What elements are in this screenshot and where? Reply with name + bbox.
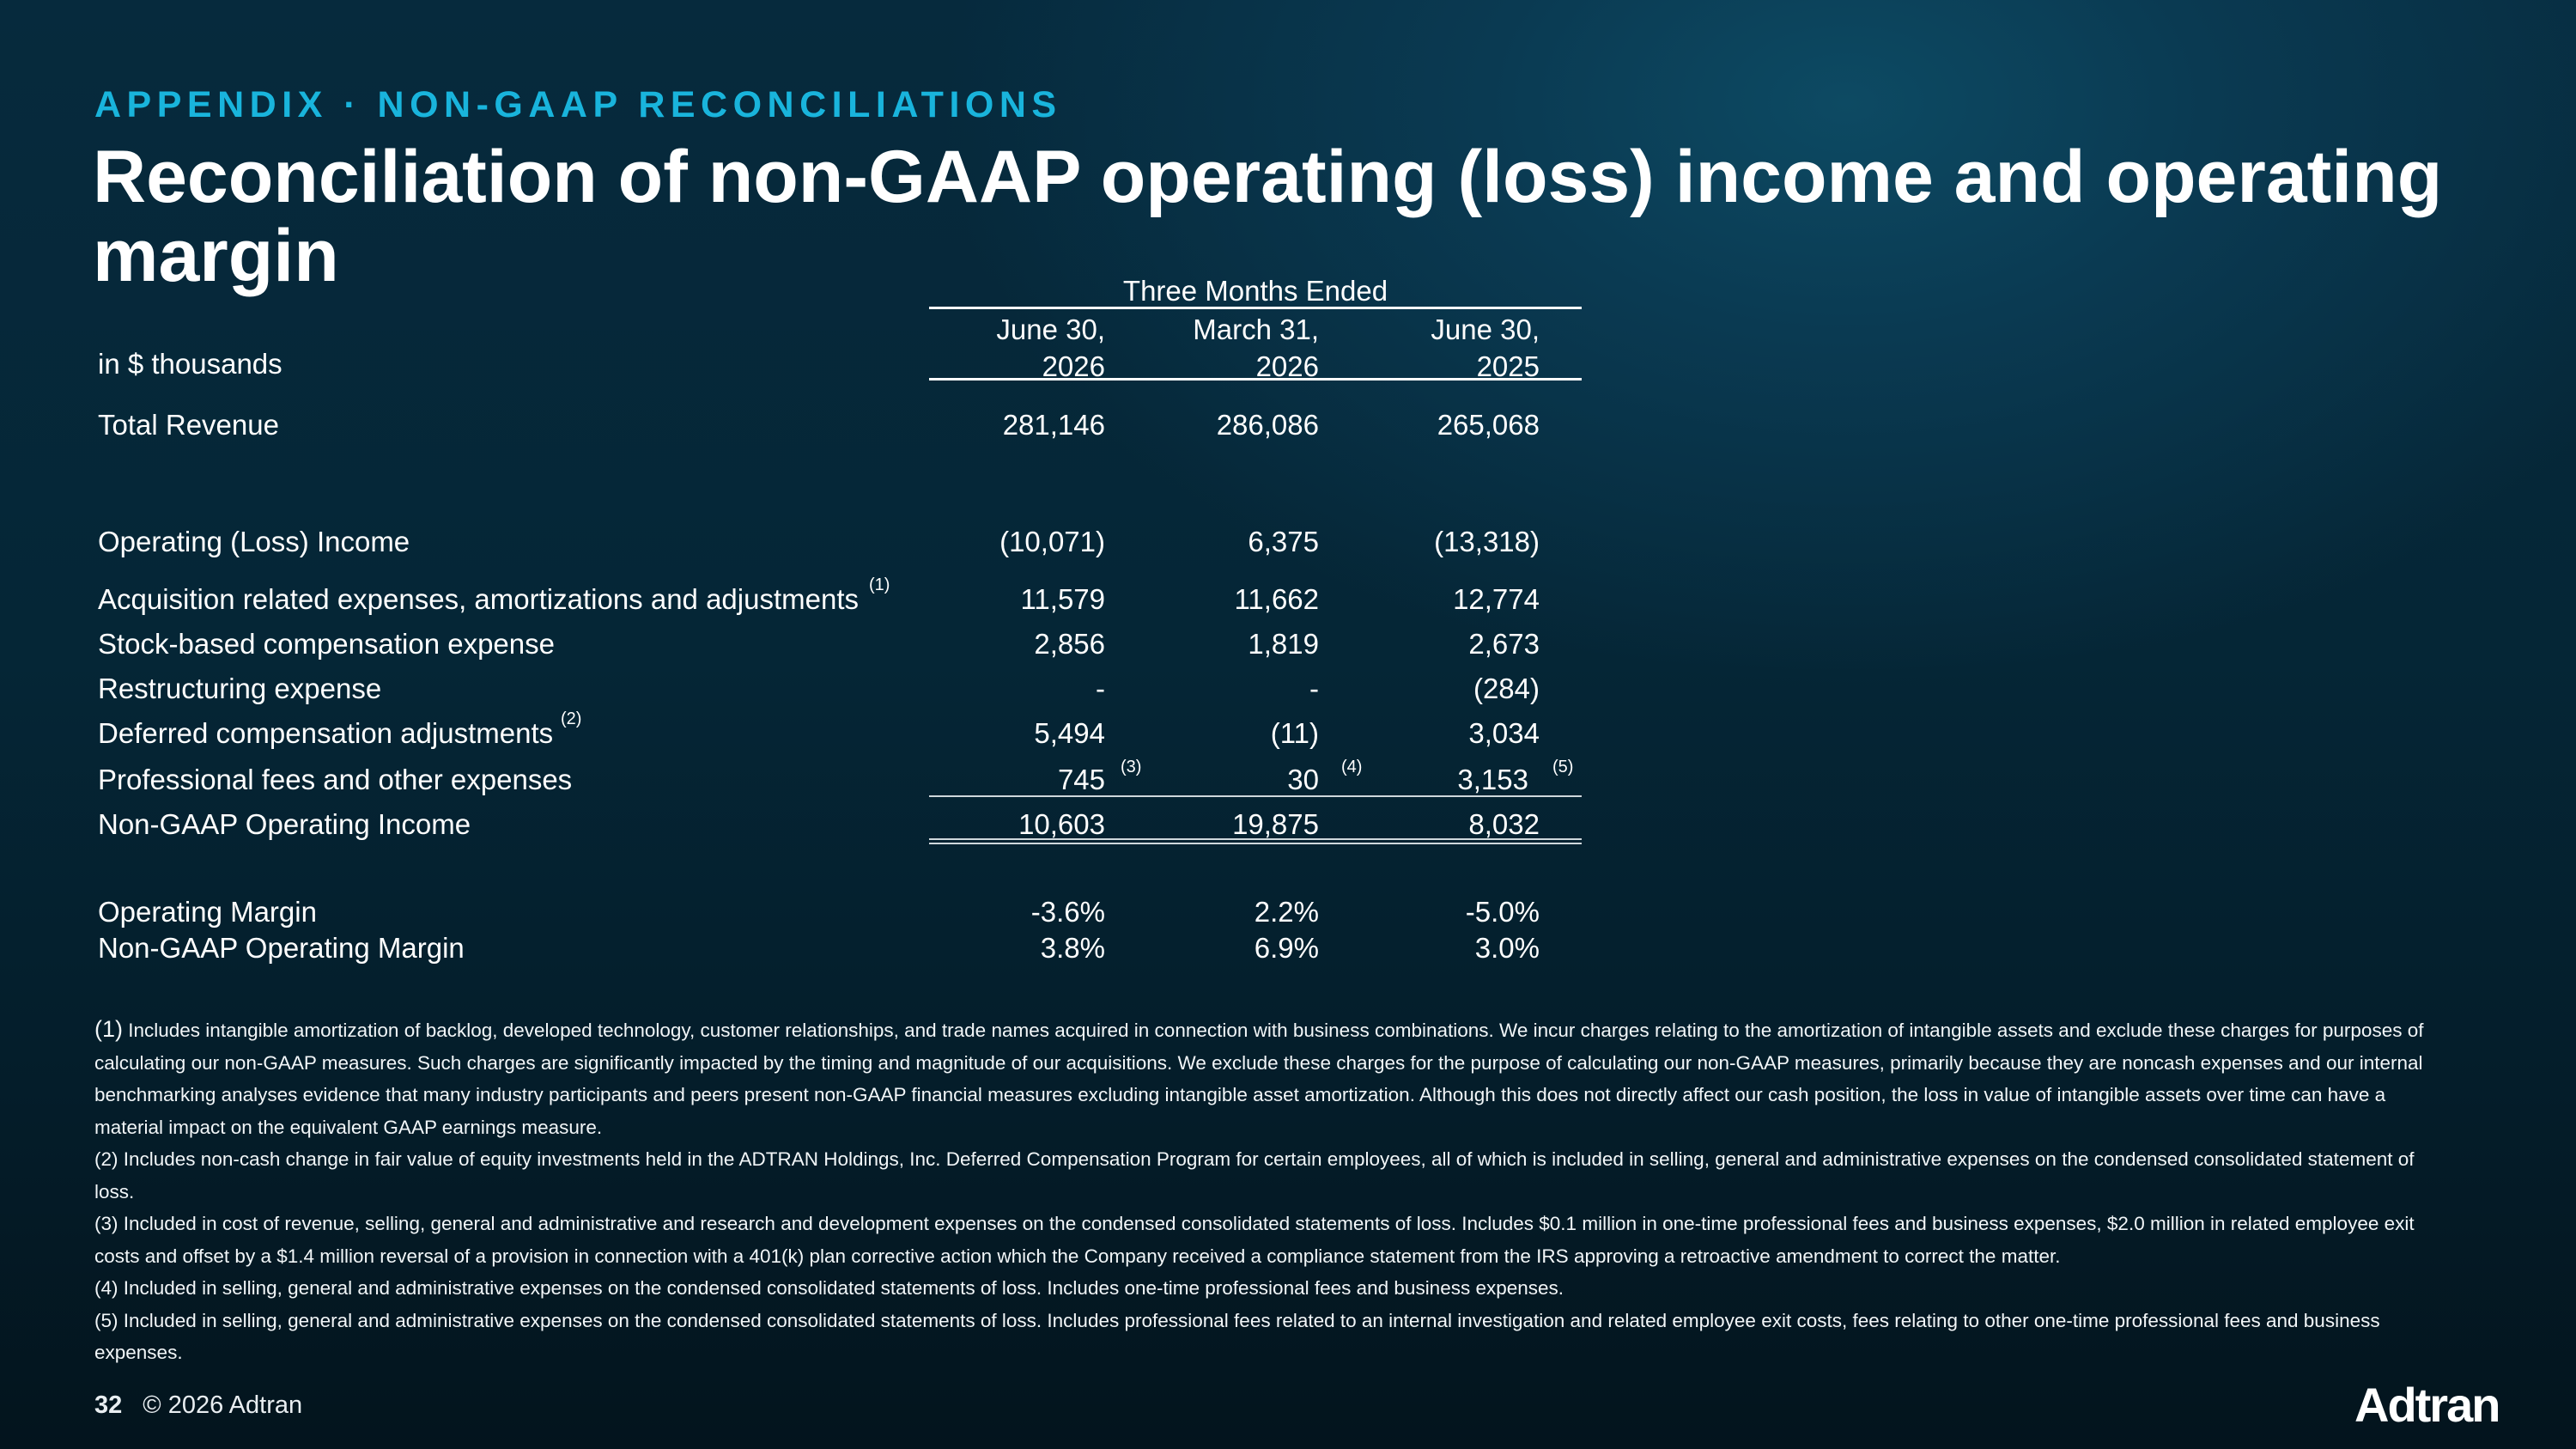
subtotal-rule — [929, 795, 1582, 797]
cell-restructuring-mar-2026: - — [1309, 673, 1319, 704]
footnote-5: (5) Included in selling, general and adm… — [94, 1309, 2380, 1364]
cell-non-gaap-margin-jun-2026: 3.8% — [1040, 932, 1105, 964]
cell-stock-comp-mar-2026: 1,819 — [1248, 628, 1319, 660]
cell-operating-income-jun-2026: (10,071) — [999, 526, 1105, 557]
footnote-4: (4) Included in selling, general and adm… — [94, 1277, 1564, 1299]
cell-prof-fees-jun-2026: 745 — [1057, 764, 1105, 795]
column-header-line2: 2025 — [1476, 350, 1540, 382]
cell-non-gaap-income-mar-2026: 19,875 — [1232, 808, 1319, 840]
column-header-line2: 2026 — [1255, 350, 1319, 382]
cell-total-revenue-jun-2025: 265,068 — [1437, 409, 1540, 441]
cell-total-revenue-jun-2026: 281,146 — [1002, 409, 1105, 441]
cell-non-gaap-income-jun-2025: 8,032 — [1468, 808, 1540, 840]
cell-acquisition-mar-2026: 11,662 — [1234, 583, 1319, 615]
row-label-acquisition-expenses: Acquisition related expenses, amortizati… — [98, 583, 859, 615]
footnote-ref-2: (2) — [561, 709, 582, 728]
cell-acquisition-jun-2026: 11,579 — [1020, 583, 1105, 615]
cell-restructuring-jun-2026: - — [1096, 673, 1105, 704]
cell-deferred-jun-2026: 5,494 — [1034, 717, 1105, 749]
adtran-logo: Adtran — [2354, 1378, 2500, 1432]
footnote-ref-3: (3) — [1121, 758, 1142, 776]
cell-op-margin-jun-2026: -3.6% — [1030, 896, 1105, 928]
cell-operating-income-mar-2026: 6,375 — [1248, 526, 1319, 557]
cell-non-gaap-income-jun-2026: 10,603 — [1018, 808, 1105, 840]
footnote-ref-5: (5) — [1552, 758, 1574, 776]
cell-op-margin-jun-2025: -5.0% — [1465, 896, 1540, 928]
page-title: Reconciliation of non-GAAP operating (lo… — [93, 136, 2443, 297]
cell-acquisition-jun-2025: 12,774 — [1453, 583, 1540, 615]
total-double-rule-top — [929, 838, 1582, 840]
cell-stock-comp-jun-2025: 2,673 — [1468, 628, 1540, 660]
column-header-line1: March 31, — [1193, 314, 1319, 345]
footer: 32 © 2026 Adtran — [94, 1391, 302, 1420]
footnote-ref-1: (1) — [869, 575, 890, 594]
column-header-line1: June 30, — [1431, 314, 1540, 345]
cell-total-revenue-mar-2026: 286,086 — [1216, 409, 1319, 441]
footnote-1-text: Includes intangible amortization of back… — [94, 1020, 2424, 1138]
footnote-1-marker: (1) — [94, 1016, 123, 1042]
row-label-operating-margin: Operating Margin — [98, 896, 317, 928]
row-label-non-gaap-operating-margin: Non-GAAP Operating Margin — [98, 932, 465, 964]
column-header-line1: June 30, — [996, 314, 1105, 345]
total-double-rule-bottom — [929, 843, 1582, 844]
row-label-non-gaap-operating-income: Non-GAAP Operating Income — [98, 808, 471, 840]
cell-prof-fees-jun-2025: 3,153 — [1457, 764, 1528, 795]
row-label-stock-compensation: Stock-based compensation expense — [98, 628, 555, 660]
cell-stock-comp-jun-2026: 2,856 — [1034, 628, 1105, 660]
column-header-mar-2026: March 31, 2026 — [1116, 311, 1319, 385]
period-header: Three Months Ended — [929, 275, 1582, 309]
cell-op-margin-mar-2026: 2.2% — [1254, 896, 1319, 928]
row-label-total-revenue: Total Revenue — [98, 409, 279, 441]
column-header-jun-2026: June 30, 2026 — [929, 311, 1105, 385]
column-header-line2: 2026 — [1042, 350, 1105, 382]
row-label-operating-income: Operating (Loss) Income — [98, 526, 410, 557]
cell-non-gaap-margin-mar-2026: 6.9% — [1254, 932, 1319, 964]
row-label-professional-fees: Professional fees and other expenses — [98, 764, 573, 795]
cell-deferred-mar-2026: (11) — [1270, 717, 1319, 749]
cell-deferred-jun-2025: 3,034 — [1468, 717, 1540, 749]
cell-restructuring-jun-2025: (284) — [1473, 673, 1540, 704]
units-label: in $ thousands — [98, 348, 283, 380]
header-underline — [929, 378, 1582, 381]
footnotes: (1) Includes intangible amortization of … — [94, 1014, 2430, 1369]
footnote-3: (3) Included in cost of revenue, selling… — [94, 1213, 2415, 1267]
cell-operating-income-jun-2025: (13,318) — [1434, 526, 1540, 557]
column-header-jun-2025: June 30, 2025 — [1340, 311, 1540, 385]
cell-prof-fees-mar-2026: 30 — [1287, 764, 1319, 795]
footnote-2: (2) Includes non-cash change in fair val… — [94, 1148, 2415, 1202]
footnote-1: (1) Includes intangible amortization of … — [94, 1014, 2430, 1143]
cell-non-gaap-margin-jun-2025: 3.0% — [1474, 932, 1540, 964]
section-eyebrow: APPENDIX · NON-GAAP RECONCILIATIONS — [94, 84, 1062, 125]
row-label-deferred-compensation: Deferred compensation adjustments — [98, 717, 554, 749]
row-label-restructuring: Restructuring expense — [98, 673, 382, 704]
copyright: © 2026 Adtran — [143, 1391, 303, 1419]
footnote-ref-4: (4) — [1341, 758, 1363, 776]
page-number: 32 — [94, 1391, 123, 1419]
